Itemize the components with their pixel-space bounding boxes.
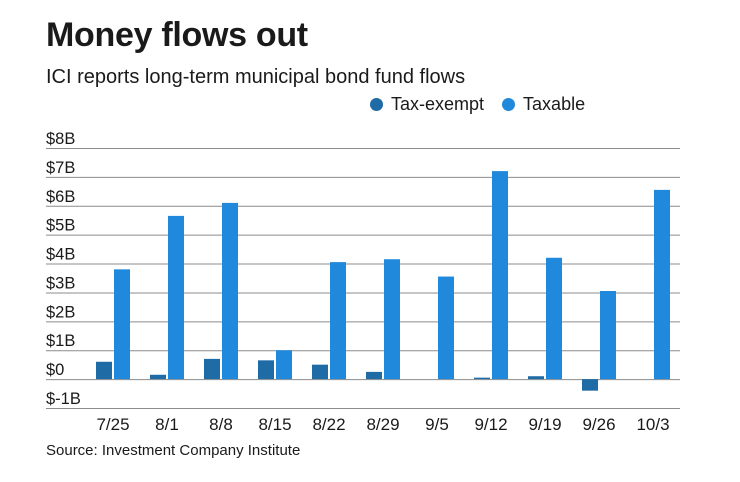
bar-taxable (168, 215, 184, 380)
bar-tax-exempt (312, 364, 328, 380)
bar-taxable (222, 202, 238, 380)
x-tick-label: 10/3 (636, 415, 669, 434)
x-tick-label: 7/25 (96, 415, 129, 434)
bar-taxable (654, 189, 670, 380)
x-tick-label: 9/26 (582, 415, 615, 434)
bar-tax-exempt (474, 377, 490, 380)
y-tick-label: $8B (46, 130, 75, 148)
y-tick-label: $4B (46, 246, 75, 264)
x-tick-label: 9/5 (425, 415, 449, 434)
x-tick-label: 8/15 (258, 415, 291, 434)
bar-taxable (330, 262, 346, 380)
y-tick-label: $3B (46, 274, 75, 292)
chart-title: Money flows out (46, 16, 308, 54)
bar-tax-exempt (204, 358, 220, 380)
legend-swatch-tax-exempt (370, 98, 383, 111)
legend-item-tax-exempt: Tax-exempt (370, 94, 484, 115)
bar-tax-exempt (366, 371, 382, 380)
legend-swatch-taxable (502, 98, 516, 111)
bar-tax-exempt (582, 379, 598, 391)
y-tick-label: $6B (46, 188, 75, 206)
x-tick-label: 8/1 (155, 415, 179, 434)
y-tick-label: $0 (46, 361, 64, 379)
bar-taxable (114, 269, 130, 380)
bar-tax-exempt (150, 374, 166, 380)
bar-taxable (492, 171, 508, 380)
bar-taxable (276, 350, 292, 380)
y-tick-label: $5B (46, 217, 75, 235)
y-tick-label: $1B (46, 332, 75, 350)
x-tick-label: 8/29 (366, 415, 399, 434)
legend-item-taxable: Taxable (502, 94, 585, 115)
bar-taxable (438, 276, 454, 380)
legend: Tax-exempt Taxable (370, 94, 603, 115)
bar-tax-exempt (528, 376, 544, 380)
x-tick-label: 9/12 (474, 415, 507, 434)
y-tick-label: $2B (46, 303, 75, 321)
x-tick-label: 8/22 (312, 415, 345, 434)
y-tick-label: $7B (46, 159, 75, 177)
legend-label-tax-exempt: Tax-exempt (391, 94, 485, 114)
bar-taxable (384, 259, 400, 380)
bar-tax-exempt (96, 361, 112, 380)
x-tick-label: 8/8 (209, 415, 233, 434)
legend-label-taxable: Taxable (523, 94, 586, 114)
source-note: Source: Investment Company Institute (46, 442, 301, 459)
y-tick-label: $-1B (46, 390, 81, 408)
bar-tax-exempt (258, 360, 274, 380)
bar-taxable (546, 257, 562, 380)
x-tick-label: 9/19 (528, 415, 561, 434)
bar-taxable (600, 291, 616, 380)
chart-subtitle: ICI reports long-term municipal bond fun… (46, 66, 466, 88)
